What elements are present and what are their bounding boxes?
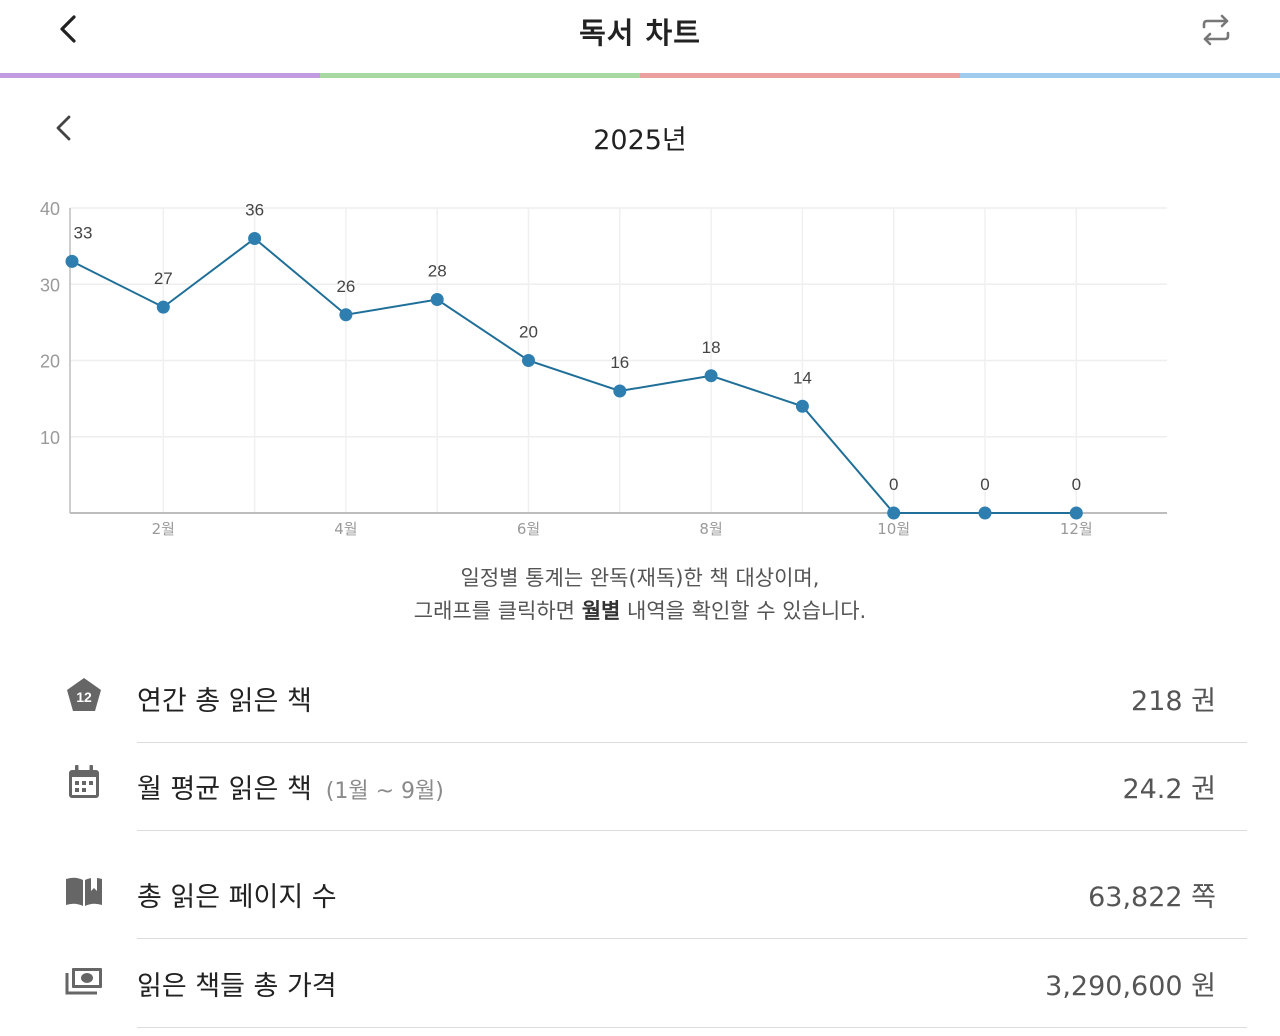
data-point[interactable]: [978, 506, 992, 520]
stat-row-total-pages: 총 읽은 페이지 수 63,822 쪽: [0, 851, 1280, 939]
data-point[interactable]: [613, 384, 627, 398]
stat-row-monthly-average: 월 평균 읽은 책 (1월 ~ 9월) 24.2 권: [0, 743, 1280, 831]
data-label: 0: [980, 475, 989, 494]
data-label: 28: [428, 262, 447, 281]
data-label: 0: [1072, 475, 1081, 494]
data-label: 16: [610, 353, 629, 372]
data-point[interactable]: [1069, 506, 1083, 520]
data-label: 33: [74, 223, 93, 242]
data-point[interactable]: [704, 369, 718, 383]
line-chart[interactable]: 10 20 30 40 2월 4월 6월 8월 10월 12월 33 27 36 26 28 20 16 18 14…: [0, 190, 1280, 540]
back-button[interactable]: [52, 12, 86, 46]
stat-label: 읽은 책들 총 가격: [137, 964, 337, 1003]
year-label: 2025년: [593, 125, 687, 156]
stat-sub-label: (1월 ~ 9월): [325, 779, 444, 804]
data-label: 27: [154, 269, 173, 288]
data-point[interactable]: [522, 354, 535, 367]
data-point[interactable]: [65, 254, 79, 268]
data-point[interactable]: [795, 399, 809, 413]
series-line: [71, 237, 1077, 514]
divider: [137, 938, 1247, 939]
chart-note-line2: 그래프를 클릭하면 월별 내역을 확인할 수 있습니다.: [0, 595, 1280, 628]
color-strip-segment: [640, 73, 960, 78]
stat-label-text: 연간 총 읽은 책: [137, 686, 312, 717]
data-label: 18: [702, 338, 721, 357]
stat-value: 218 권: [1131, 686, 1216, 717]
cash-icon: [65, 968, 102, 995]
x-tick-label: 8월: [699, 520, 722, 538]
data-label: 36: [245, 201, 264, 220]
data-point[interactable]: [156, 300, 170, 314]
calendar-icon: [69, 765, 99, 798]
chart-note-prefix: 그래프를 클릭하면: [413, 599, 582, 623]
chart-note-line1: 일정별 통계는 완독(재독)한 책 대상이며,: [460, 566, 820, 590]
stat-label: 총 읽은 페이지 수: [137, 875, 337, 914]
color-strip-segment: [0, 73, 320, 78]
color-strip-segment: [960, 73, 1280, 78]
color-strip-segment: [320, 73, 640, 78]
reading-chart[interactable]: 10 20 30 40 2월 4월 6월 8월 10월 12월 33 27 36 26 28 20 16 18 14…: [0, 190, 1280, 540]
x-tick-label: 6월: [517, 520, 540, 538]
page-title: 독서 차트: [579, 16, 701, 50]
chart-note: 일정별 통계는 완독(재독)한 책 대상이며, 그래프를 클릭하면 월별 내역을…: [0, 562, 1280, 628]
y-tick-label: 20: [40, 352, 60, 372]
color-strip: [0, 73, 1280, 78]
y-tick-label: 30: [40, 275, 60, 295]
stat-row-total-price: 읽은 책들 총 가격 3,290,600 원: [0, 940, 1280, 1028]
chart-note-bold: 월별: [581, 599, 621, 623]
y-tick-label: 10: [40, 428, 60, 448]
stat-label-text: 총 읽은 페이지 수: [137, 882, 337, 913]
data-label: 26: [336, 277, 355, 296]
x-tick-label: 10월: [877, 520, 910, 538]
stat-row-yearly-total: 12 연간 총 읽은 책 218 권: [0, 655, 1280, 743]
year-navigator: 2025년: [0, 104, 1280, 164]
divider: [137, 742, 1247, 743]
stat-label-text: 월 평균 읽은 책: [137, 774, 312, 805]
y-tick-label: 40: [40, 199, 60, 219]
stat-label: 월 평균 읽은 책 (1월 ~ 9월): [137, 767, 444, 806]
open-book-icon: [66, 877, 102, 906]
previous-year-button[interactable]: [48, 112, 80, 144]
data-label: 0: [889, 475, 898, 494]
stat-label-text: 읽은 책들 총 가격: [137, 971, 337, 1002]
stat-value: 63,822 쪽: [1088, 882, 1216, 913]
badge-12-icon: 12: [67, 678, 101, 711]
divider: [137, 830, 1247, 831]
data-label: 14: [793, 368, 812, 387]
chart-note-suffix: 내역을 확인할 수 있습니다.: [620, 599, 867, 623]
stat-value: 24.2 권: [1122, 774, 1216, 805]
repeat-icon[interactable]: [1196, 10, 1236, 50]
stat-value: 3,290,600 원: [1045, 971, 1216, 1002]
badge-12-text: 12: [76, 689, 92, 705]
top-bar: 독서 차트: [0, 0, 1280, 74]
x-tick-label: 12월: [1060, 520, 1093, 538]
data-point[interactable]: [887, 506, 901, 520]
stat-label: 연간 총 읽은 책: [137, 679, 312, 718]
data-point[interactable]: [339, 308, 353, 322]
data-label: 20: [519, 323, 538, 342]
data-point[interactable]: [430, 293, 444, 306]
x-tick-label: 4월: [334, 520, 357, 538]
x-tick-label: 2월: [152, 520, 175, 538]
data-point[interactable]: [248, 232, 262, 245]
divider: [137, 1027, 1247, 1028]
